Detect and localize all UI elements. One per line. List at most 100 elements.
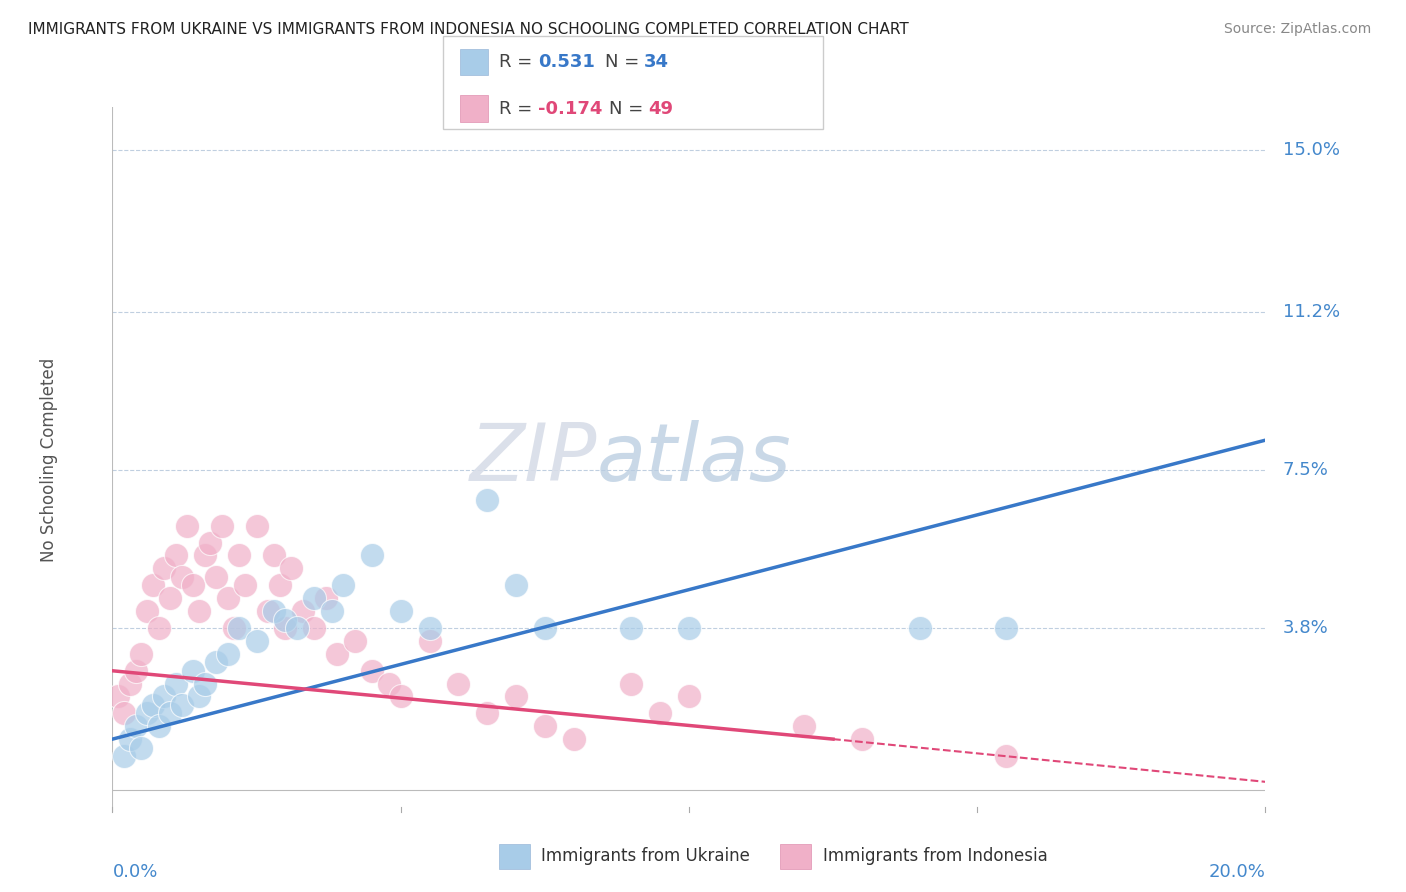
Point <box>148 719 170 733</box>
Point <box>269 578 291 592</box>
Point <box>285 621 308 635</box>
Point <box>188 690 211 704</box>
Text: Immigrants from Ukraine: Immigrants from Ukraine <box>541 847 751 865</box>
Point <box>419 621 441 635</box>
Point <box>217 591 239 606</box>
Point <box>505 690 527 704</box>
Point <box>475 492 499 507</box>
Point <box>321 604 343 618</box>
Point <box>170 698 193 712</box>
Text: 0.0%: 0.0% <box>112 863 157 881</box>
Point <box>678 690 700 704</box>
Point <box>200 535 222 549</box>
Point <box>136 604 159 618</box>
Point <box>274 613 297 627</box>
Text: N =: N = <box>605 53 644 70</box>
Point <box>222 621 245 635</box>
Point <box>136 706 159 721</box>
Point <box>620 621 643 635</box>
Point <box>263 549 285 563</box>
Point <box>205 655 228 669</box>
Text: -0.174: -0.174 <box>538 100 603 118</box>
Point <box>165 549 187 563</box>
Point <box>129 647 153 661</box>
Point <box>274 621 297 635</box>
Point <box>107 690 129 704</box>
Point <box>389 604 412 618</box>
Point <box>148 621 170 635</box>
Point <box>211 518 233 533</box>
Text: Immigrants from Indonesia: Immigrants from Indonesia <box>823 847 1047 865</box>
Text: Source: ZipAtlas.com: Source: ZipAtlas.com <box>1223 22 1371 37</box>
Point <box>118 732 141 747</box>
Point <box>233 578 256 592</box>
Point <box>124 719 146 733</box>
Text: R =: R = <box>499 100 538 118</box>
Point <box>159 591 181 606</box>
Point <box>246 633 269 648</box>
Point <box>343 633 366 648</box>
Point <box>534 621 557 635</box>
Point <box>908 621 931 635</box>
Point <box>360 549 382 563</box>
Text: 7.5%: 7.5% <box>1282 461 1329 479</box>
Text: 34: 34 <box>644 53 669 70</box>
Point <box>304 621 326 635</box>
Point <box>315 591 337 606</box>
Point <box>112 706 135 721</box>
Text: N =: N = <box>609 100 648 118</box>
Point <box>159 706 181 721</box>
Text: 20.0%: 20.0% <box>1209 863 1265 881</box>
Point <box>165 676 187 690</box>
Point <box>188 604 211 618</box>
Point <box>995 621 1018 635</box>
Point <box>475 706 499 721</box>
Point <box>378 676 401 690</box>
Point <box>217 647 239 661</box>
Point <box>194 676 217 690</box>
Text: R =: R = <box>499 53 538 70</box>
Point <box>534 719 557 733</box>
Text: 0.531: 0.531 <box>538 53 595 70</box>
Point <box>142 698 165 712</box>
Point <box>332 578 354 592</box>
Point <box>447 676 470 690</box>
Point <box>304 591 326 606</box>
Point <box>620 676 643 690</box>
Point <box>419 633 441 648</box>
Point <box>263 604 285 618</box>
Text: ZIP: ZIP <box>470 420 596 499</box>
Point <box>995 749 1018 764</box>
Point <box>257 604 280 618</box>
Point <box>112 749 135 764</box>
Point <box>326 647 349 661</box>
Point <box>280 561 302 575</box>
Point <box>291 604 314 618</box>
Point <box>228 549 250 563</box>
Point <box>360 664 382 678</box>
Point <box>181 578 204 592</box>
Point <box>153 561 176 575</box>
Point <box>851 732 873 747</box>
Point <box>562 732 585 747</box>
Point <box>793 719 815 733</box>
Point <box>205 570 228 584</box>
Text: 49: 49 <box>648 100 673 118</box>
Point <box>142 578 165 592</box>
Text: No Schooling Completed: No Schooling Completed <box>39 358 58 561</box>
Point <box>129 740 153 755</box>
Text: IMMIGRANTS FROM UKRAINE VS IMMIGRANTS FROM INDONESIA NO SCHOOLING COMPLETED CORR: IMMIGRANTS FROM UKRAINE VS IMMIGRANTS FR… <box>28 22 908 37</box>
Point <box>118 676 141 690</box>
Point <box>194 549 217 563</box>
Point <box>170 570 193 584</box>
Point <box>181 664 204 678</box>
Point <box>124 664 146 678</box>
Text: atlas: atlas <box>596 420 792 499</box>
Point <box>176 518 198 533</box>
Point <box>650 706 672 721</box>
Point <box>505 578 527 592</box>
Point <box>153 690 176 704</box>
Point <box>228 621 250 635</box>
Point <box>246 518 269 533</box>
Text: 3.8%: 3.8% <box>1282 619 1329 637</box>
